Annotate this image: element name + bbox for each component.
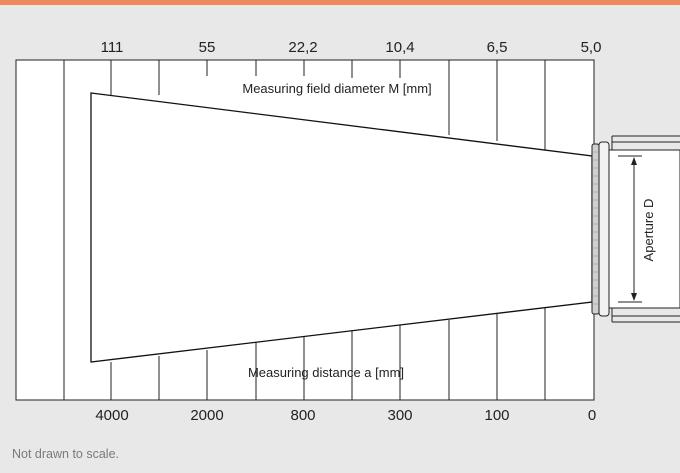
top-scale: 111 55 22,2 10,4 6,5 5,0 [101, 39, 602, 56]
sensor-head [591, 135, 680, 323]
sensor-body [608, 149, 680, 309]
top-accent-bar [0, 0, 680, 5]
bottom-scale: 4000 2000 800 300 100 0 [95, 407, 596, 424]
bottom-scale-label: 300 [387, 407, 412, 424]
aperture-label: Aperture D [641, 199, 656, 262]
bottom-scale-label: 2000 [190, 407, 223, 424]
sensor-collar [598, 141, 610, 317]
top-scale-label: 5,0 [581, 39, 602, 56]
top-scale-label: 55 [199, 39, 216, 56]
grid-lines [63, 60, 546, 400]
measuring-field-diagram: 111 55 22,2 10,4 6,5 5,0 4000 2000 800 3… [15, 39, 680, 424]
top-scale-label: 111 [101, 39, 124, 56]
aperture-dimension [618, 155, 642, 303]
bottom-scale-label: 4000 [95, 407, 128, 424]
bottom-scale-label: 800 [290, 407, 315, 424]
top-scale-label: 6,5 [487, 39, 508, 56]
top-scale-label: 22,2 [288, 39, 317, 56]
distance-label: Measuring distance a [mm] [248, 365, 404, 380]
top-scale-label: 10,4 [385, 39, 414, 56]
field-diameter-label: Measuring field diameter M [mm] [242, 81, 431, 96]
footnote: Not drawn to scale. [12, 447, 119, 461]
bottom-scale-label: 0 [588, 407, 596, 424]
bottom-scale-label: 100 [484, 407, 509, 424]
sensor-lens [591, 143, 600, 315]
